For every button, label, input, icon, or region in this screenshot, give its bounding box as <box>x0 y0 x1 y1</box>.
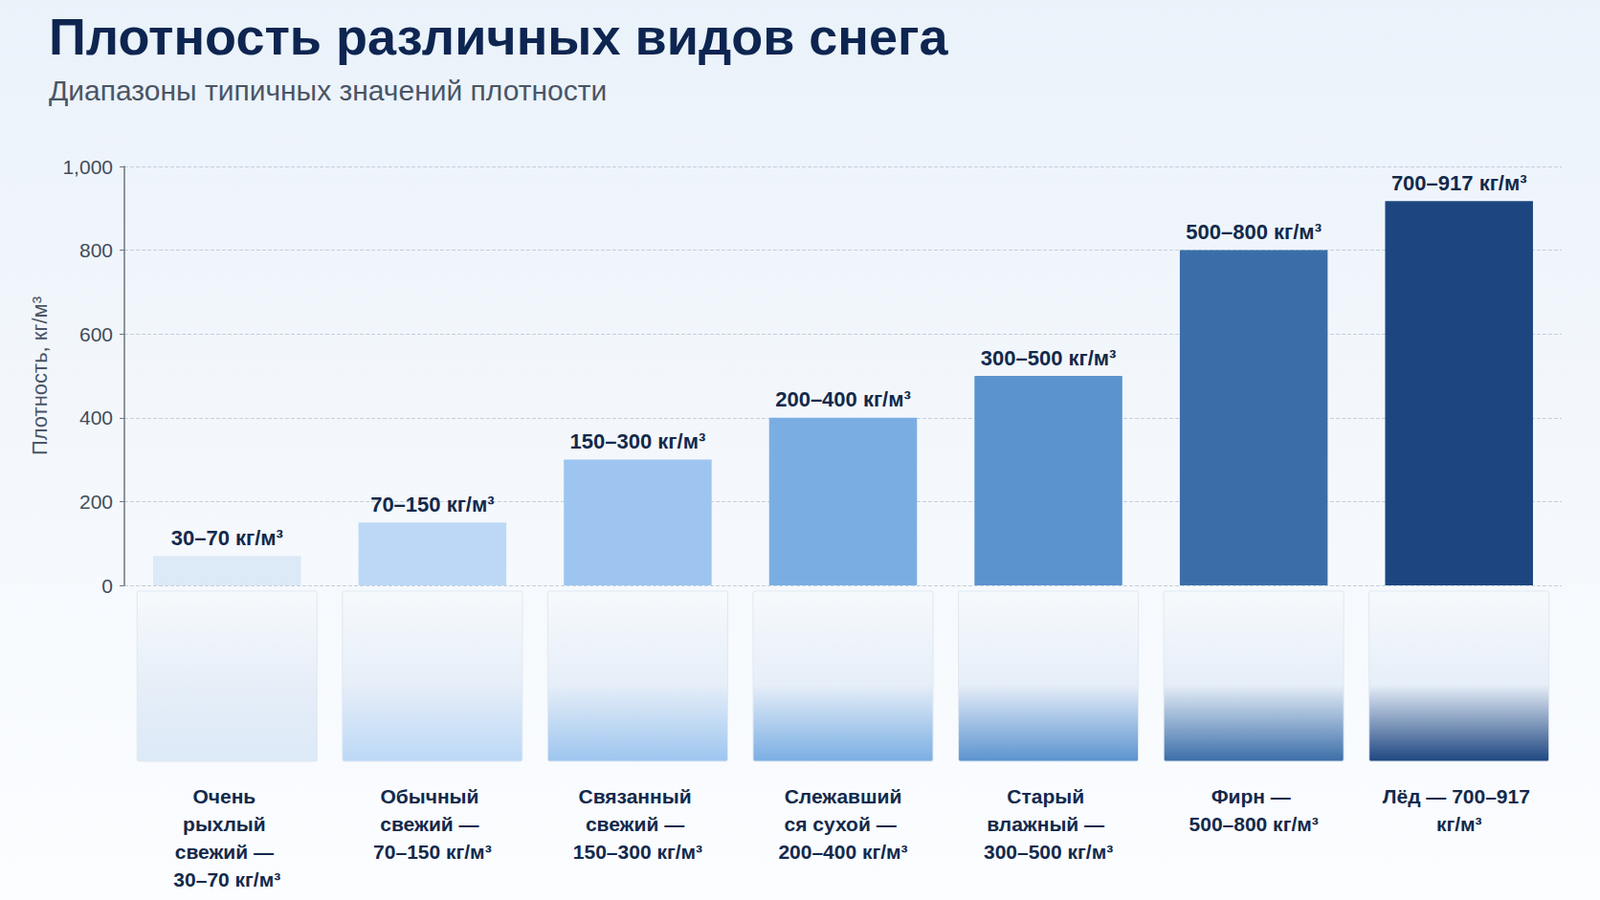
svg-text:800: 800 <box>79 239 113 262</box>
svg-text:ся сухой —: ся сухой — <box>784 813 903 836</box>
svg-text:400: 400 <box>79 406 113 429</box>
svg-text:Старый: Старый <box>1006 785 1090 808</box>
svg-text:1,000: 1,000 <box>62 155 113 178</box>
svg-text:Плотность, кг/м³: Плотность, кг/м³ <box>27 296 52 456</box>
svg-text:70–150 кг/м³: 70–150 кг/м³ <box>370 492 494 517</box>
svg-text:Обычный: Обычный <box>379 785 485 808</box>
svg-text:600: 600 <box>79 323 113 346</box>
svg-text:150–300 кг/м³: 150–300 кг/м³ <box>573 841 703 864</box>
svg-text:Слежавший: Слежавший <box>784 785 903 808</box>
svg-text:рыхлый: рыхлый <box>182 813 271 836</box>
svg-text:150–300 кг/м³: 150–300 кг/м³ <box>570 429 707 454</box>
svg-text:Фирн —: Фирн — <box>1211 785 1297 808</box>
svg-text:0: 0 <box>101 575 113 598</box>
svg-text:Диапазоны типичных значений пл: Диапазоны типичных значений плотности <box>48 74 607 107</box>
svg-text:Связанный: Связанный <box>577 785 697 808</box>
svg-text:300–500 кг/м³: 300–500 кг/м³ <box>983 841 1113 864</box>
svg-text:200: 200 <box>79 490 113 513</box>
svg-text:300–500 кг/м³: 300–500 кг/м³ <box>980 346 1117 371</box>
svg-text:свежий —: свежий — <box>379 813 485 836</box>
svg-text:Плотность различных видов снег: Плотность различных видов снега <box>48 7 950 66</box>
svg-text:влажный —: влажный — <box>986 813 1111 836</box>
svg-text:30–70 кг/м³: 30–70 кг/м³ <box>173 868 281 891</box>
svg-text:500–800 кг/м³: 500–800 кг/м³ <box>1189 813 1319 836</box>
svg-text:Очень: Очень <box>192 785 262 808</box>
svg-text:700–917 кг/м³: 700–917 кг/м³ <box>1391 171 1528 196</box>
svg-text:200–400 кг/м³: 200–400 кг/м³ <box>775 387 912 412</box>
svg-text:70–150 кг/м³: 70–150 кг/м³ <box>373 841 492 864</box>
svg-text:свежий —: свежий — <box>175 841 280 864</box>
svg-text:30–70 кг/м³: 30–70 кг/м³ <box>171 526 284 551</box>
svg-text:кг/м³: кг/м³ <box>1436 813 1483 836</box>
svg-text:Лёд — 700–917: Лёд — 700–917 <box>1382 785 1536 808</box>
svg-text:200–400 кг/м³: 200–400 кг/м³ <box>777 841 908 864</box>
svg-text:свежий —: свежий — <box>585 813 690 836</box>
svg-text:500–800 кг/м³: 500–800 кг/м³ <box>1185 220 1322 245</box>
